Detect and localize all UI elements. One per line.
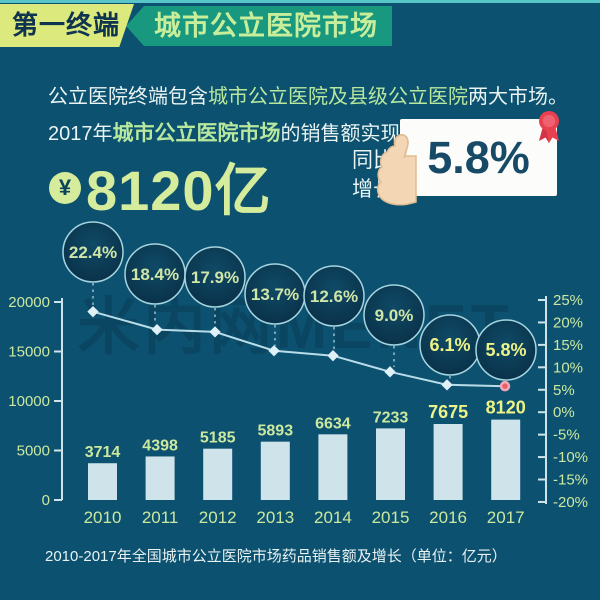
growth-bubble — [62, 221, 124, 283]
left-axis-label: 10000 — [8, 393, 50, 410]
headline-pre: 2017年 — [48, 123, 113, 145]
hand-icon — [376, 134, 417, 206]
award-ribbon-icon — [539, 111, 559, 143]
right-axis-label: -10% — [553, 449, 588, 466]
growth-card: 5.8% — [400, 119, 557, 196]
right-axis-label: -5% — [553, 427, 580, 444]
growth-bubble — [303, 265, 365, 327]
bar-2012 — [203, 448, 233, 500]
terminal-badge: 第一终端 — [0, 4, 134, 47]
growth-bubble-label: 13.7% — [251, 285, 299, 304]
headline-highlight: 城市公立医院市场 — [112, 122, 281, 145]
intro-pre: 公立医院终端包含 — [48, 86, 208, 108]
bar-value-label: 3714 — [85, 444, 121, 461]
bar-2014 — [318, 434, 348, 500]
bar-value-label: 5185 — [200, 430, 236, 447]
left-axis-label: 5000 — [17, 443, 50, 460]
bar-value-label: 8120 — [486, 398, 526, 418]
bar-2015 — [376, 428, 405, 500]
bar-2010 — [88, 463, 117, 500]
right-axis-label: 25% — [553, 292, 583, 309]
bar-value-label: 4398 — [142, 437, 178, 454]
sales-amount: 8120亿 — [86, 159, 272, 222]
page-title: 城市公立医院市场 — [126, 6, 392, 46]
year-label-2014: 2014 — [314, 508, 352, 527]
right-axis-label: 0% — [553, 404, 575, 421]
left-axis-label: 15000 — [8, 344, 50, 361]
yen-icon: ¥ — [49, 172, 81, 204]
line-point — [441, 379, 453, 391]
year-label-2013: 2013 — [256, 508, 294, 527]
bar-2013 — [260, 441, 290, 500]
line-point — [268, 345, 280, 357]
intro-sentence: 公立医院终端包含城市公立医院及县级公立医院两大市场。 — [48, 80, 568, 109]
bar-value-label: 7233 — [373, 409, 409, 426]
right-axis-label: 15% — [553, 337, 583, 354]
bar-value-label: 7675 — [428, 402, 468, 422]
growth-bubble — [363, 284, 425, 346]
line-point — [384, 366, 396, 378]
bar-2016 — [433, 424, 463, 500]
year-label-2016: 2016 — [429, 508, 467, 527]
year-label-2011: 2011 — [142, 508, 179, 527]
year-label-2015: 2015 — [372, 508, 410, 527]
growth-bubble-label: 18.4% — [131, 265, 179, 284]
left-axis-label: 0 — [42, 492, 50, 509]
growth-bubble-label: 17.9% — [191, 268, 239, 287]
growth-bubble-label: 6.1% — [429, 335, 470, 355]
right-axis-label: 5% — [553, 382, 575, 399]
growth-bubble-label: 22.4% — [69, 243, 117, 262]
right-axis-label: 10% — [553, 359, 583, 376]
growth-bubble-label: 12.6% — [310, 287, 358, 306]
growth-bubble — [184, 246, 246, 308]
year-label-2012: 2012 — [199, 508, 237, 527]
bar-value-label: 6634 — [315, 415, 351, 432]
right-axis-label: 20% — [553, 314, 583, 331]
line-point — [209, 326, 221, 338]
bar-value-label: 5893 — [258, 423, 294, 440]
growth-bubble — [475, 319, 537, 381]
top-accent-strip — [0, 0, 600, 3]
growth-line — [92, 310, 506, 388]
chart-caption: 2010-2017年全国城市公立医院市场药品销售额及增长（单位：亿元） — [45, 548, 507, 565]
year-label-2017: 2017 — [487, 508, 525, 527]
growth-bubble-label: 9.0% — [375, 306, 414, 325]
bar-2011 — [145, 456, 175, 500]
intro-highlight: 城市公立医院及县级公立医院 — [208, 86, 468, 108]
line-point — [327, 350, 339, 362]
headline-post: 的销售额实现 — [280, 123, 401, 145]
intro-post: 两大市场。 — [468, 86, 568, 108]
line-point — [151, 323, 163, 336]
left-axis-label: 20000 — [8, 294, 50, 311]
line-point-last — [499, 380, 511, 392]
growth-bubble-label: 5.8% — [485, 340, 526, 360]
bar-2017 — [491, 419, 521, 500]
right-axis-label: -15% — [553, 472, 588, 489]
right-axis-label: -20% — [553, 494, 588, 511]
headline-sentence: 2017年城市公立医院市场的销售额实现 — [48, 117, 401, 147]
year-label-2010: 2010 — [84, 508, 122, 527]
